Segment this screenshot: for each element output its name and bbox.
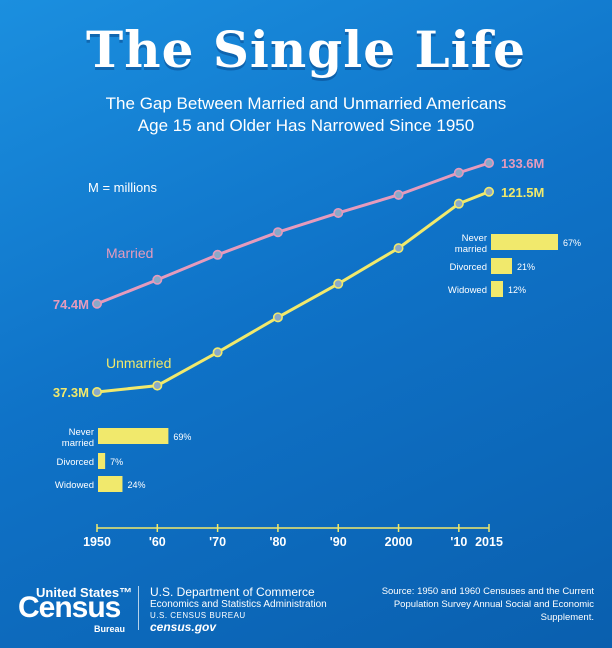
point-unmarried-2000 (393, 243, 404, 254)
bar-label-2015-0-b: married (455, 244, 487, 255)
census-logo-top: United States™ (36, 585, 133, 600)
bar-2015-2 (491, 281, 503, 297)
bar-1950-0 (98, 428, 169, 444)
bar-label-1950-2: Widowed (55, 480, 94, 491)
point-married-1960 (152, 274, 163, 285)
point-married-1990 (333, 207, 344, 218)
bar-label-2015-1: Divorced (450, 262, 488, 273)
footer-divider (138, 586, 139, 630)
point-married-2015 (483, 158, 494, 169)
bar-value-2015-2: 12% (508, 285, 526, 295)
label-married-end: 133.6M (501, 156, 544, 171)
x-tick-label-1970: '70 (209, 535, 226, 549)
dept-line-2: Economics and Statistics Administration (150, 599, 327, 610)
dept-line-3: U.S. CENSUS BUREAU (150, 611, 246, 620)
x-tick-label-1980: '80 (269, 535, 286, 549)
bar-label-2015-0-a: Never (462, 233, 487, 244)
census-logo-wordmark: Census (18, 591, 121, 624)
series-name-married: Married (106, 245, 153, 261)
bar-label-1950-0-b: married (62, 438, 94, 449)
bar-2015-1 (491, 258, 512, 274)
x-tick-label-2015: 2015 (475, 535, 503, 549)
bar-label-1950-1: Divorced (57, 457, 95, 468)
chart-title: The Single Life (86, 20, 526, 79)
point-unmarried-1960 (152, 380, 163, 391)
series-name-unmarried: Unmarried (106, 355, 171, 371)
point-married-2010 (453, 167, 464, 178)
x-tick-label-2000: 2000 (385, 535, 413, 549)
x-tick-label-1960: '60 (149, 535, 166, 549)
chart-subtitle-line-2: Age 15 and Older Has Narrowed Since 1950 (137, 116, 475, 135)
bar-value-1950-0: 69% (173, 432, 191, 442)
source-note: Source: 1950 and 1960 Censuses and the C… (381, 586, 594, 623)
x-tick-label-2010: '10 (450, 535, 467, 549)
label-married-start: 74.4M (53, 297, 89, 312)
bar-1950-1 (98, 453, 106, 469)
point-unmarried-2015 (483, 186, 494, 197)
bar-label-1950-0-a: Never (69, 427, 94, 438)
dept-line-1: U.S. Department of Commerce (150, 585, 315, 599)
series-line-married (96, 161, 490, 306)
point-married-2000 (393, 189, 404, 200)
point-unmarried-2010 (453, 198, 464, 209)
bar-value-2015-1: 21% (517, 262, 535, 272)
bar-2015-0 (491, 234, 558, 250)
x-tick-label-1990: '90 (330, 535, 347, 549)
chart-subtitle-line-1: The Gap Between Married and Unmarried Am… (105, 94, 507, 113)
bar-label-2015-2: Widowed (448, 285, 487, 296)
census-logo-bureau: Bureau (94, 624, 126, 634)
label-unmarried-start: 37.3M (53, 385, 89, 400)
bar-value-2015-0: 67% (563, 238, 581, 248)
bar-value-1950-2: 24% (127, 480, 145, 490)
units-note: M = millions (88, 180, 157, 195)
bar-1950-2 (98, 476, 123, 492)
point-unmarried-1950 (92, 386, 103, 397)
point-married-1950 (92, 298, 103, 309)
label-unmarried-end: 121.5M (501, 185, 544, 200)
point-married-1970 (212, 249, 223, 260)
series-line-unmarried (96, 190, 490, 394)
bar-value-1950-1: 7% (110, 457, 123, 467)
census-gov-link[interactable]: census.gov (150, 620, 217, 634)
x-tick-label-1950: 1950 (83, 535, 111, 549)
point-unmarried-1990 (333, 278, 344, 289)
point-unmarried-1970 (212, 347, 223, 358)
point-unmarried-1980 (272, 312, 283, 323)
point-married-1980 (272, 227, 283, 238)
